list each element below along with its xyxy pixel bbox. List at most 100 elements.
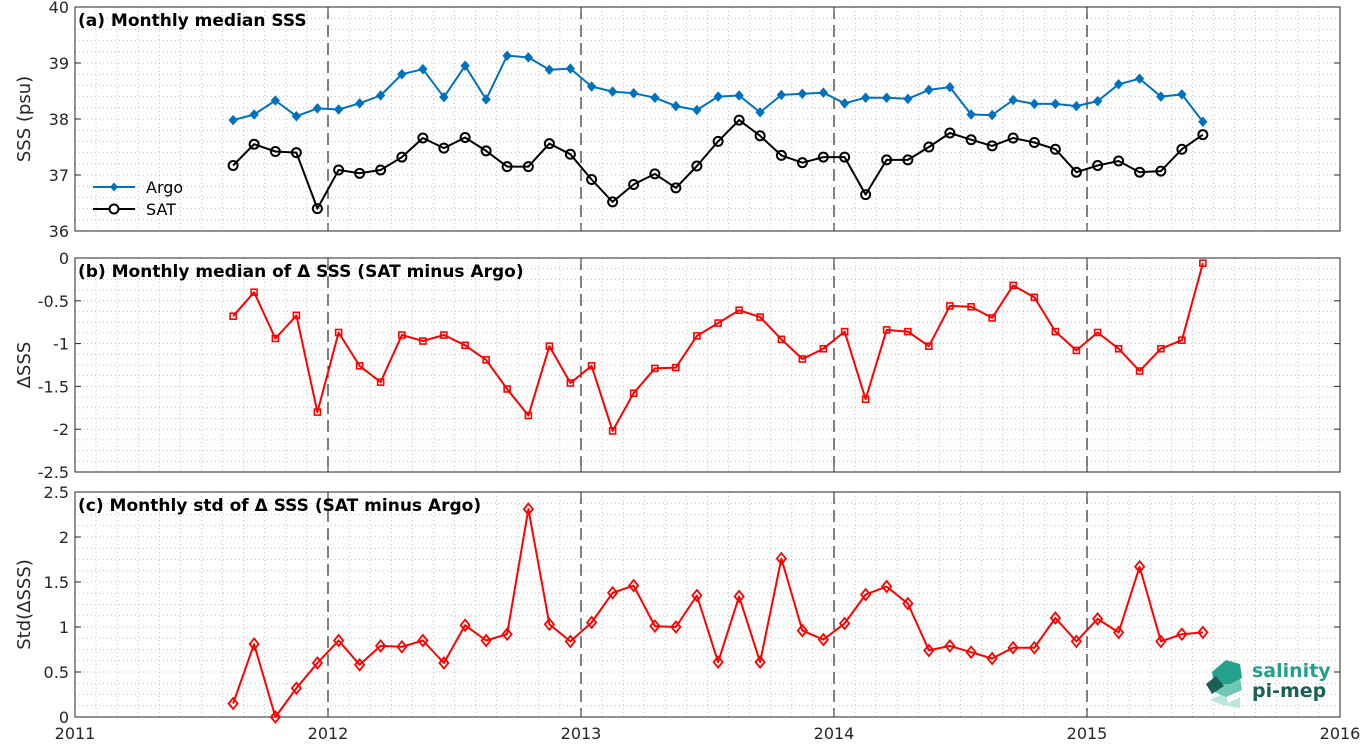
y-tick-label: 37 <box>49 166 69 185</box>
data-point <box>501 161 513 173</box>
data-point <box>775 149 787 161</box>
chart-panel-a: 36 37 38 39 40 SSS (psu) (a) Monthly median SS… <box>14 0 1341 241</box>
data-point <box>1114 344 1123 353</box>
y-axis-label: SSS (psu) <box>14 76 35 162</box>
data-point <box>543 138 555 150</box>
data-point <box>566 379 575 387</box>
data-point <box>291 110 302 122</box>
data-point <box>986 140 998 152</box>
y-tick-label: 36 <box>49 222 69 241</box>
data-point <box>903 93 913 105</box>
data-point <box>649 619 661 634</box>
data-point <box>397 68 407 80</box>
data-point <box>1050 98 1061 110</box>
data-point <box>818 87 829 98</box>
data-point <box>756 313 764 321</box>
data-point <box>502 50 512 61</box>
data-point <box>797 88 808 100</box>
data-point <box>628 87 639 99</box>
data-point <box>228 114 238 126</box>
data-point <box>1178 336 1186 344</box>
legend-marker <box>108 203 120 215</box>
y-tick-label: 40 <box>49 0 69 17</box>
data-point <box>1113 79 1124 90</box>
y-tick-label: -1.5 <box>38 377 69 396</box>
data-point <box>966 109 976 120</box>
legend-label: SAT <box>146 200 176 219</box>
data-point <box>481 94 491 105</box>
data-point <box>817 151 829 163</box>
data-point <box>902 154 914 166</box>
data-point <box>796 623 809 638</box>
data-point <box>755 107 765 118</box>
data-point <box>586 173 598 185</box>
data-point <box>543 617 556 632</box>
data-point <box>1091 611 1104 626</box>
data-point <box>311 203 323 215</box>
x-tick-label: 2016 <box>1320 724 1361 743</box>
data-point <box>1028 640 1041 655</box>
data-point <box>965 645 977 660</box>
chart-panel-c: 0 0.5 1 1.5 2 2.5 2011 2012 2013 2014 2015 2016 Std(… <box>14 483 1360 743</box>
y-tick-label: 39 <box>49 54 69 73</box>
data-point <box>587 362 596 370</box>
data-point <box>290 681 303 696</box>
data-point <box>1093 328 1102 337</box>
data-point <box>860 189 872 201</box>
data-point <box>334 328 343 337</box>
data-point <box>986 651 998 666</box>
data-point <box>777 335 786 344</box>
data-point <box>882 326 891 334</box>
data-point <box>651 364 659 373</box>
data-point <box>418 63 428 75</box>
y-tick-label: 2.5 <box>44 483 69 502</box>
logo-text-pi-mep: pi-mep <box>1252 680 1326 702</box>
data-point <box>1197 129 1209 141</box>
data-point <box>944 127 956 139</box>
data-point <box>522 161 534 173</box>
data-point <box>1028 137 1040 149</box>
data-point <box>650 92 660 103</box>
series-argo <box>228 50 1208 128</box>
data-point <box>628 179 640 191</box>
y-tick-label: 1 <box>59 618 69 637</box>
data-point <box>608 427 617 435</box>
data-point <box>1070 634 1083 649</box>
panel-title: (a) Monthly median SSS <box>78 11 307 31</box>
data-point <box>945 81 955 93</box>
data-point <box>311 656 324 670</box>
y-tick-label: 0.5 <box>44 663 69 682</box>
data-point <box>1156 91 1166 102</box>
data-point <box>438 656 450 670</box>
data-point <box>333 104 344 115</box>
x-tick-label: 2014 <box>814 724 855 743</box>
data-point <box>564 634 577 649</box>
data-point <box>988 314 996 322</box>
data-point <box>670 620 682 634</box>
salinity-pi-mep-logo: salinity pi-mep <box>1206 660 1331 708</box>
data-point <box>946 302 954 310</box>
data-point <box>817 632 830 647</box>
data-point <box>754 655 766 670</box>
legend-marker <box>110 182 118 192</box>
series-line <box>232 54 1204 123</box>
data-point <box>312 103 323 114</box>
data-point <box>1029 98 1040 110</box>
data-point <box>881 154 893 166</box>
data-point <box>417 633 429 648</box>
data-point <box>925 342 933 350</box>
data-point <box>419 337 427 345</box>
data-point <box>227 696 239 711</box>
x-tick-label: 2012 <box>308 724 349 743</box>
data-point <box>585 615 598 630</box>
data-point <box>693 332 701 340</box>
data-point <box>629 389 638 398</box>
logo-text-salinity: salinity <box>1252 660 1331 682</box>
data-point <box>672 363 680 372</box>
data-point <box>482 356 490 364</box>
data-point <box>606 585 619 600</box>
data-point <box>944 638 956 653</box>
data-point <box>1198 116 1208 128</box>
data-point <box>398 331 406 339</box>
data-point <box>396 639 408 654</box>
